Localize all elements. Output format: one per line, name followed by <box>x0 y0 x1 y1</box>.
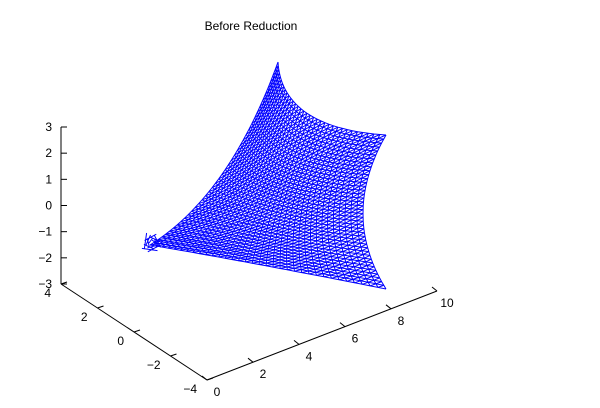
y-tick <box>170 353 177 357</box>
x-tick-label: 0 <box>214 385 221 399</box>
x-tick <box>431 286 438 292</box>
x-tick-label: 10 <box>440 296 454 310</box>
x-tick <box>201 375 208 381</box>
y-tick-label: −4 <box>183 382 197 396</box>
x-tick <box>247 357 254 363</box>
mesh-edges-t <box>149 61 387 290</box>
y-tick-label: 0 <box>117 334 124 348</box>
mesh-tip-cluster <box>141 232 162 253</box>
y-tick <box>133 329 141 333</box>
z-tick-label: −1 <box>38 225 52 239</box>
z-tick-label: −3 <box>38 277 52 291</box>
y-tick-label: −2 <box>147 358 161 372</box>
x-tick <box>385 304 392 310</box>
x-tick-label: 8 <box>398 314 405 328</box>
axis-ticks: −3 −2 −1 0 1 2 3 4 2 0 −2 −4 0 2 4 6 8 10 <box>38 120 454 399</box>
z-tick-label: 3 <box>45 120 52 134</box>
x-tick-label: 4 <box>306 349 313 363</box>
y-tick <box>60 281 68 285</box>
x-tick <box>339 322 346 327</box>
mesh-surface <box>141 61 387 290</box>
z-tick-label: −2 <box>38 251 52 265</box>
y-tick-label: 4 <box>44 286 51 300</box>
z-tick-label: 1 <box>45 172 52 186</box>
mesh-edges-diagonal <box>149 65 387 288</box>
y-tick-label: 2 <box>81 310 88 324</box>
x-axis-line <box>206 290 438 381</box>
x-tick <box>293 340 300 345</box>
x-tick-label: 2 <box>260 367 267 381</box>
y-tick <box>97 305 104 309</box>
chart-title: Before Reduction <box>205 19 298 33</box>
x-tick-label: 6 <box>352 332 359 346</box>
z-tick-label: 2 <box>45 146 52 160</box>
y-tick <box>206 377 214 381</box>
z-tick-label: 0 <box>45 199 52 213</box>
